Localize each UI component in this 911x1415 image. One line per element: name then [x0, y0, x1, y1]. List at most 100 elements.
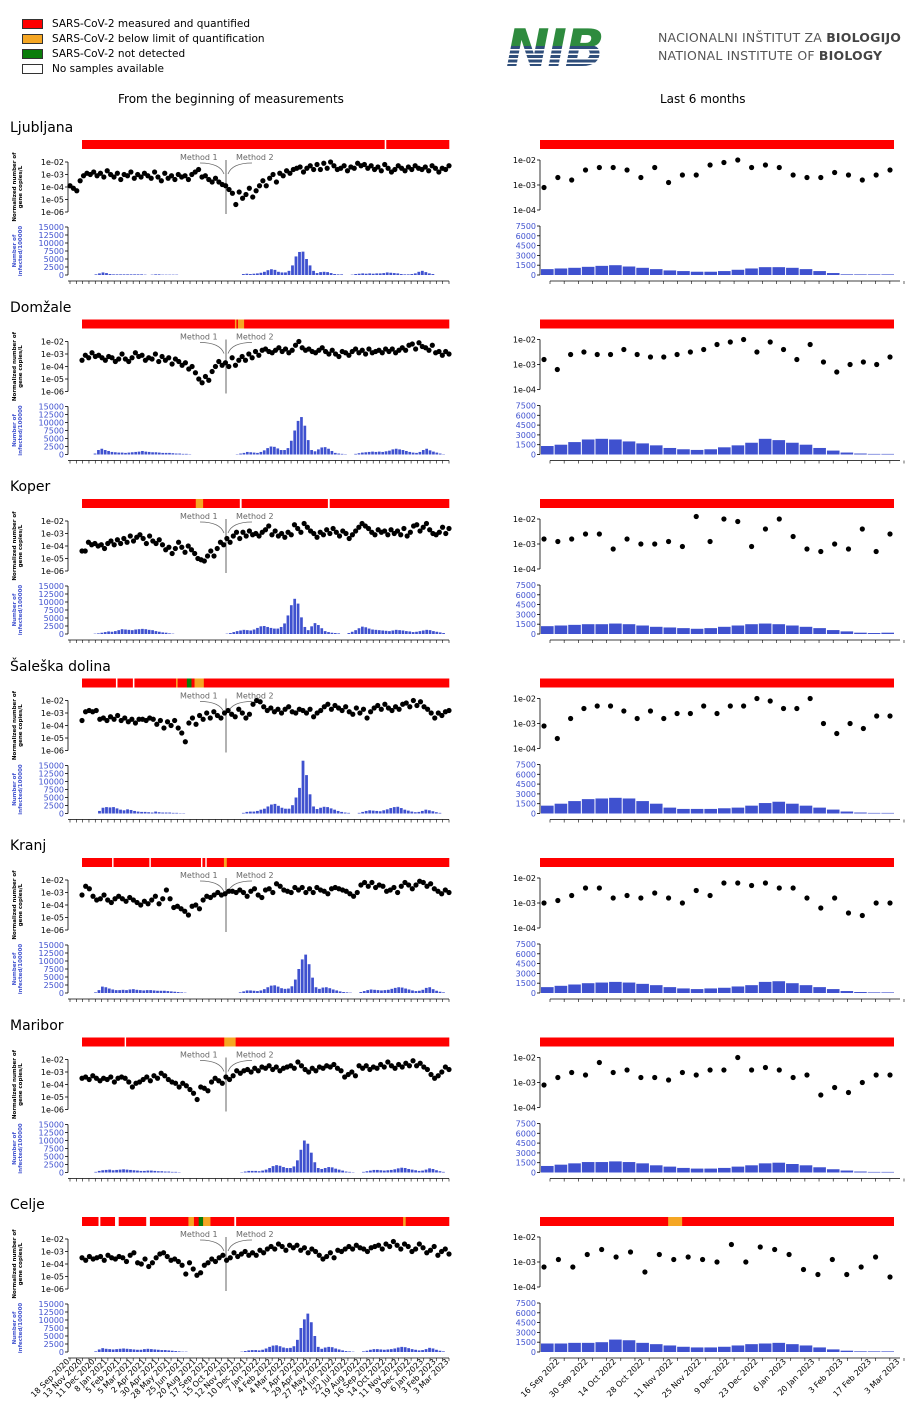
- right-cases-y-tick-label: 4500: [516, 1139, 536, 1148]
- cases-bar: [291, 805, 294, 814]
- cases-bar: [177, 1351, 181, 1352]
- conc-point: [406, 882, 412, 888]
- cases-y-tick-label: 0: [59, 989, 64, 998]
- cases-bar: [407, 1348, 411, 1352]
- conc-point: [169, 550, 175, 557]
- conc-point: [401, 1241, 408, 1247]
- conc-point: [382, 528, 388, 534]
- cases-bar: [438, 632, 442, 634]
- right-conc-point: [714, 710, 720, 717]
- conc-point: [403, 347, 409, 353]
- conc-y-axis-label: Normalized number of: [12, 1229, 18, 1299]
- conc-point: [382, 701, 388, 707]
- cases-bar: [403, 1347, 407, 1352]
- conc-point: [160, 1250, 167, 1256]
- right-conc-point: [735, 518, 741, 525]
- conc-point: [138, 174, 144, 180]
- conc-point: [318, 707, 324, 714]
- right-cases-bar: [718, 808, 731, 814]
- conc-point: [346, 352, 352, 358]
- conc-point: [172, 717, 178, 724]
- conc-y-tick-label: 1e-06: [41, 747, 64, 756]
- conc-point: [249, 1250, 256, 1256]
- conc-point: [175, 539, 182, 545]
- cases-bar: [315, 273, 319, 275]
- right-conc-point: [754, 349, 760, 355]
- cases-bar: [282, 1347, 285, 1352]
- right-conc-point: [794, 356, 800, 363]
- method-2-label: Method 2: [236, 1051, 274, 1060]
- conc-point: [144, 1074, 150, 1080]
- cases-bar: [396, 273, 400, 275]
- conc-point: [327, 159, 334, 165]
- conc-point: [223, 1257, 230, 1263]
- cases-bar: [248, 274, 252, 275]
- conc-y-axis-label: Normalized number of: [12, 511, 18, 581]
- conc-point: [101, 892, 107, 898]
- conc-point: [129, 716, 135, 722]
- right-cases-bar: [568, 801, 581, 814]
- right-cases-bar: [813, 271, 826, 275]
- cases-bar: [302, 1319, 306, 1352]
- conc-point: [86, 886, 92, 892]
- conc-point: [152, 893, 158, 899]
- conc-point: [74, 188, 80, 194]
- conc-point: [104, 717, 110, 724]
- right-conc-point: [624, 167, 630, 173]
- right-conc-point: [818, 905, 824, 911]
- right-conc-point: [555, 538, 561, 545]
- conc-point: [172, 1256, 178, 1262]
- conc-point: [409, 341, 415, 347]
- conc-y-axis-label: gene copies/L: [18, 524, 24, 567]
- conc-point: [129, 355, 135, 361]
- method-2-label: Method 2: [236, 153, 274, 162]
- right-cases-bar: [622, 1340, 636, 1352]
- right-cases-bar: [786, 625, 799, 634]
- cases-bar: [380, 990, 383, 993]
- cases-bar: [442, 633, 445, 634]
- cases-bar: [271, 1345, 275, 1352]
- right-cases-bar: [663, 1345, 677, 1352]
- conc-point: [286, 1242, 293, 1248]
- conc-point: [138, 902, 144, 908]
- cases-bar: [287, 988, 290, 993]
- cases-y-tick-label: 2500: [44, 1340, 64, 1349]
- right-cases-y-tick-label: 7500: [516, 1120, 536, 1129]
- cases-bar: [154, 274, 158, 275]
- cases-bar: [386, 989, 390, 993]
- right-cases-bar: [554, 1343, 568, 1352]
- cases-y-axis-label: Number of: [12, 593, 18, 626]
- right-cases-bar: [677, 449, 690, 455]
- conc-point: [83, 883, 89, 889]
- right-conc-point: [701, 703, 707, 709]
- conc-point: [372, 532, 378, 538]
- cases-bar: [101, 986, 104, 993]
- conc-point: [123, 898, 129, 904]
- conc-point: [267, 175, 273, 181]
- right-cases-bar: [609, 1339, 622, 1352]
- conc-point: [153, 540, 159, 547]
- cases-bar: [166, 991, 170, 993]
- cases-bar: [153, 1349, 157, 1352]
- logo-line-1: NACIONALNI INŠTITUT ZA BIOLOGIJO: [658, 30, 901, 45]
- right-conc-point: [687, 349, 693, 355]
- status-segment: [177, 678, 188, 688]
- cases-bar: [316, 1346, 320, 1352]
- right-cases-bar: [731, 986, 745, 993]
- conc-point: [189, 363, 195, 370]
- conc-point: [378, 706, 384, 712]
- right-cases-bar: [636, 267, 649, 275]
- cases-bar: [320, 1348, 324, 1352]
- conc-point: [153, 1255, 159, 1261]
- cases-bar: [388, 631, 391, 634]
- conc-point: [317, 166, 324, 173]
- right-conc-point: [693, 513, 699, 520]
- conc-y-tick-label: 1e-05: [41, 914, 64, 923]
- right-conc-point: [647, 708, 654, 714]
- conc-point: [439, 1069, 445, 1075]
- cases-bar: [249, 630, 253, 634]
- conc-point: [417, 528, 423, 534]
- cases-bar: [337, 1349, 341, 1352]
- cases-bar: [411, 452, 415, 455]
- conc-point: [446, 1066, 452, 1073]
